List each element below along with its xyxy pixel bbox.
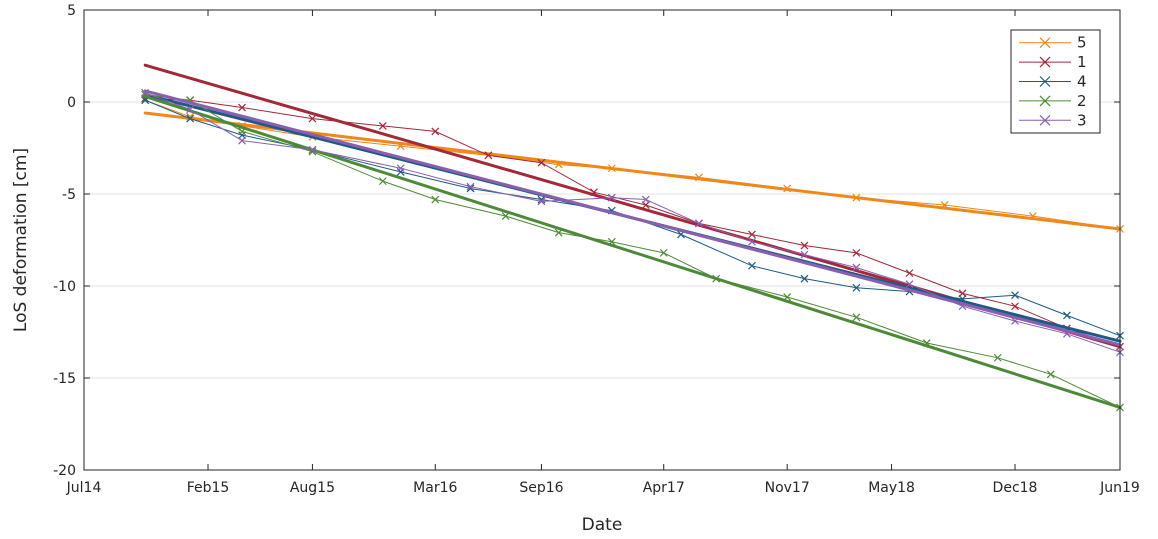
data-point — [659, 248, 668, 257]
data-point — [1011, 302, 1019, 311]
y-tick-label: 5 — [67, 3, 76, 19]
trend-line — [143, 94, 1122, 409]
data-point — [466, 182, 475, 191]
data-point — [537, 197, 546, 206]
data-point — [748, 230, 756, 239]
data-point — [800, 241, 809, 250]
data-point — [905, 269, 914, 278]
data-point — [641, 195, 650, 204]
x-tick-label: Jul14 — [66, 480, 102, 496]
y-axis-title: LoS deformation [cm] — [11, 148, 31, 332]
data-point — [431, 127, 440, 136]
data-point — [641, 201, 650, 209]
data-point — [1063, 311, 1071, 320]
x-tick-label: Aug15 — [290, 480, 335, 496]
legend-marker — [1039, 114, 1051, 126]
data-point — [378, 177, 387, 186]
legend-entry: 3 — [1019, 111, 1087, 129]
legend-marker — [1039, 95, 1051, 107]
y-tick-label: -15 — [53, 371, 76, 387]
y-tick-label: -10 — [53, 279, 76, 295]
data-point — [958, 289, 967, 298]
data-point — [852, 283, 861, 292]
y-tick-label: -20 — [53, 463, 76, 479]
data-point — [396, 164, 405, 173]
legend-label: 1 — [1077, 53, 1087, 71]
data-point — [748, 237, 756, 246]
data-point — [852, 313, 861, 322]
x-tick-label: Feb15 — [187, 480, 230, 496]
series-2 — [141, 90, 1124, 412]
legend-label: 4 — [1077, 73, 1087, 91]
x-tick-label: Nov17 — [765, 480, 810, 496]
data-point — [748, 261, 756, 270]
legend-entry: 5 — [1019, 34, 1087, 52]
x-tick-label: Mar16 — [413, 480, 457, 496]
data-point — [238, 136, 246, 145]
data-point — [484, 151, 493, 160]
series-3 — [141, 88, 1124, 357]
legend-entry: 4 — [1019, 73, 1087, 91]
y-tick-label: -5 — [62, 187, 76, 203]
data-point — [378, 121, 387, 130]
data-point — [1011, 291, 1019, 300]
data-point — [186, 105, 195, 114]
data-point — [308, 145, 317, 154]
data-point — [694, 219, 703, 228]
axis-ticks: Jul14 Feb15 Aug15 Mar16 Sep16 Apr17 Nov17 May18… — [53, 3, 1140, 496]
series-line — [144, 92, 1121, 353]
y-tick-label: 0 — [67, 95, 76, 111]
trend-line — [143, 89, 1122, 347]
x-tick-label: Dec18 — [993, 480, 1038, 496]
x-tick-label: May18 — [868, 480, 915, 496]
data-point — [1046, 370, 1055, 379]
series-layer — [141, 63, 1124, 412]
x-tick-label: Jun19 — [1099, 480, 1140, 496]
data-point — [800, 274, 809, 283]
legend: 51 423 — [1010, 29, 1101, 134]
legend-entry: 1 — [1019, 53, 1087, 71]
data-point — [537, 195, 546, 204]
data-point — [238, 103, 246, 112]
legend-marker — [1039, 56, 1051, 68]
data-point — [800, 250, 809, 259]
data-point — [607, 193, 616, 202]
data-point — [993, 353, 1002, 362]
legend-label: 5 — [1077, 34, 1087, 52]
legend-label: 2 — [1077, 92, 1087, 110]
x-tick-label: Sep16 — [519, 480, 563, 496]
data-point — [238, 131, 246, 140]
x-tick-label: Apr17 — [643, 480, 685, 496]
data-point — [186, 114, 195, 123]
data-point — [308, 114, 317, 123]
data-point — [431, 195, 440, 204]
data-point — [905, 280, 914, 289]
legend-entry: 2 — [1019, 92, 1087, 110]
plot-frame — [83, 9, 1121, 471]
x-axis-title: Date — [582, 515, 623, 535]
legend-marker — [1039, 37, 1051, 49]
data-point — [396, 167, 405, 176]
data-point — [852, 248, 861, 257]
legend-label: 3 — [1077, 111, 1087, 129]
data-point — [537, 158, 546, 167]
legend-marker — [1039, 76, 1051, 87]
data-point — [852, 263, 861, 272]
